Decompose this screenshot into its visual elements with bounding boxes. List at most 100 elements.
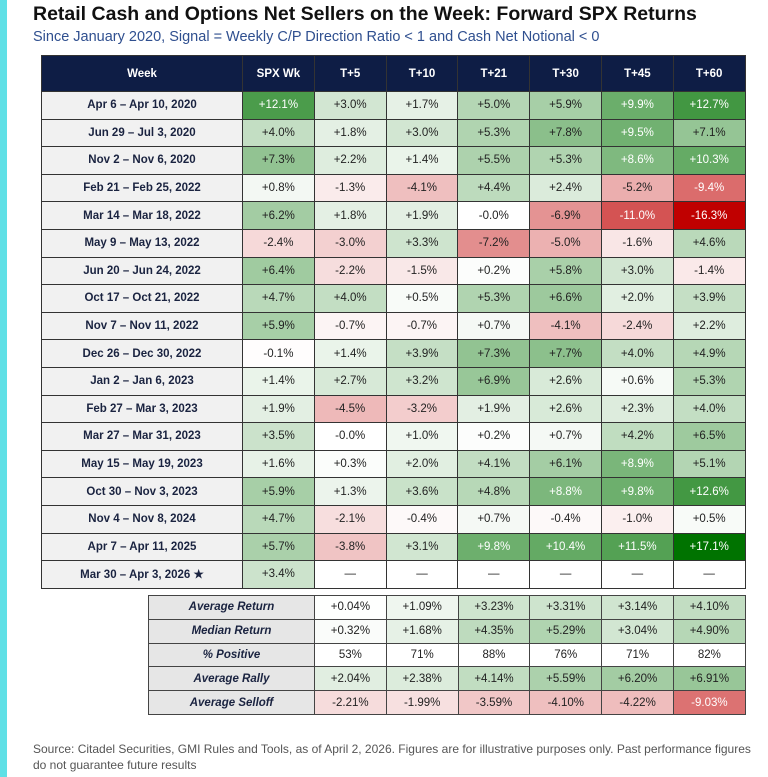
summary-label: Average Selloff <box>148 690 315 715</box>
return-cell: -4.1% <box>529 311 602 341</box>
summary-row: % Positive 53% 71% 88% 76% 71% 82% <box>148 642 746 668</box>
summary-cell: +3.23% <box>457 595 531 620</box>
return-cell: -0.0% <box>313 422 387 451</box>
return-cell: +3.0% <box>385 118 459 148</box>
return-cell: +12.7% <box>672 91 746 120</box>
week-cell: Nov 2 – Nov 6, 2020 <box>41 146 243 175</box>
summary-cell: 76% <box>529 642 603 668</box>
summary-label: Median Return <box>148 618 315 644</box>
return-cell: +0.2% <box>457 422 531 451</box>
return-cell: +9.8% <box>457 532 531 562</box>
return-cell: -4.5% <box>313 394 387 424</box>
return-cell: +0.2% <box>457 256 531 286</box>
return-cell: — <box>529 560 602 589</box>
return-cell: -5.0% <box>529 228 602 258</box>
return-cell: +12.1% <box>242 91 315 120</box>
return-cell: +5.3% <box>672 366 746 396</box>
return-cell: +1.9% <box>385 201 459 230</box>
return-cell: +1.4% <box>385 146 459 175</box>
return-cell: -0.4% <box>385 504 459 534</box>
return-cell: +5.7% <box>242 532 315 562</box>
return-cell: -0.1% <box>242 339 315 368</box>
return-cell: +0.7% <box>457 311 531 341</box>
return-cell: -3.8% <box>313 532 387 562</box>
table-row: Mar 14 – Mar 18, 2022 +6.2% +1.8% +1.9% -0.0… <box>41 201 746 230</box>
return-cell: -0.7% <box>313 311 387 341</box>
summary-cell: 71% <box>601 642 674 668</box>
return-cell: +2.6% <box>529 394 602 424</box>
week-cell: May 15 – May 19, 2023 <box>41 449 243 479</box>
summary-label: Average Return <box>148 595 315 620</box>
return-cell: +2.3% <box>600 394 674 424</box>
summary-cell: +3.14% <box>601 595 674 620</box>
return-cell: +2.2% <box>672 311 746 341</box>
column-header: T+21 <box>457 55 531 92</box>
table-row: May 15 – May 19, 2023 +1.6% +0.3% +2.0% +4.1… <box>41 449 746 479</box>
return-cell: +0.7% <box>457 504 531 534</box>
return-cell: +0.7% <box>529 422 602 451</box>
return-cell: +7.3% <box>242 146 315 175</box>
return-cell: +4.4% <box>457 173 531 203</box>
return-cell: +1.4% <box>313 339 387 368</box>
table-row: Apr 6 – Apr 10, 2020 +12.1% +3.0% +1.7% +5.0… <box>41 91 746 120</box>
week-cell: May 9 – May 13, 2022 <box>41 228 243 258</box>
week-cell: Nov 7 – Nov 11, 2022 <box>41 311 243 341</box>
return-cell: +1.9% <box>242 394 315 424</box>
returns-table: Week SPX Wk T+5 T+10 T+21 T+30 T+45 T+60 Apr 6 … <box>41 55 746 589</box>
return-cell: +1.3% <box>313 477 387 506</box>
week-cell: Feb 27 – Mar 3, 2023 <box>41 394 243 424</box>
return-cell: +1.9% <box>457 394 531 424</box>
return-cell: -4.1% <box>385 173 459 203</box>
return-cell: +4.0% <box>313 284 387 313</box>
week-cell: Mar 30 – Apr 3, 2026 ★ <box>41 560 243 589</box>
chart-subtitle: Since January 2020, Signal = Weekly C/P … <box>33 29 600 45</box>
return-cell: -9.4% <box>672 173 746 203</box>
week-cell: Nov 4 – Nov 8, 2024 <box>41 504 243 534</box>
return-cell: +8.8% <box>529 477 602 506</box>
return-cell: +12.6% <box>672 477 746 506</box>
week-cell: Apr 6 – Apr 10, 2020 <box>41 91 243 120</box>
return-cell: +4.0% <box>600 339 674 368</box>
return-cell: +0.3% <box>313 449 387 479</box>
return-cell: -3.0% <box>313 228 387 258</box>
column-header: T+5 <box>313 55 387 92</box>
return-cell: +6.2% <box>242 201 315 230</box>
return-cell: +10.3% <box>672 146 746 175</box>
summary-row: Average Rally +2.04% +2.38% +4.14% +5.59% +6.… <box>148 666 746 692</box>
return-cell: -1.4% <box>672 256 746 286</box>
return-cell: +11.5% <box>600 532 674 562</box>
return-cell: +3.5% <box>242 422 315 451</box>
summary-cell: +3.04% <box>601 618 674 644</box>
table-row: Jun 20 – Jun 24, 2022 +6.4% -2.2% -1.5% +0.2… <box>41 256 746 286</box>
return-cell: +2.4% <box>529 173 602 203</box>
return-cell: -2.1% <box>313 504 387 534</box>
return-cell: +4.0% <box>672 394 746 424</box>
return-cell: +1.7% <box>385 91 459 120</box>
return-cell: +0.6% <box>600 366 674 396</box>
return-cell: — <box>385 560 459 589</box>
column-header: Week <box>41 55 243 92</box>
summary-row: Average Selloff -2.21% -1.99% -3.59% -4.10% -… <box>148 690 746 715</box>
return-cell: +10.4% <box>529 532 602 562</box>
return-cell: +2.2% <box>313 146 387 175</box>
table-row: Mar 27 – Mar 31, 2023 +3.5% -0.0% +1.0% +0.2… <box>41 422 746 451</box>
summary-cell: -4.10% <box>529 690 603 715</box>
return-cell: +2.6% <box>529 366 602 396</box>
summary-row: Median Return +0.32% +1.68% +4.35% +5.29% +3.… <box>148 618 746 644</box>
return-cell: +7.1% <box>672 118 746 148</box>
summary-cell: +5.59% <box>529 666 603 692</box>
summary-cell: +1.09% <box>385 595 459 620</box>
return-cell: +0.8% <box>242 173 315 203</box>
summary-cell: +4.90% <box>672 618 746 644</box>
summary-cell: +0.04% <box>314 595 387 620</box>
return-cell: +4.6% <box>672 228 746 258</box>
return-cell: +4.7% <box>242 284 315 313</box>
summary-label: % Positive <box>148 642 315 668</box>
table-row: Mar 30 – Apr 3, 2026 ★ +3.4% — — — — — — <box>41 560 746 589</box>
return-cell: +4.0% <box>242 118 315 148</box>
column-header: SPX Wk <box>242 55 315 92</box>
table-row: Nov 7 – Nov 11, 2022 +5.9% -0.7% -0.7% +0.7%… <box>41 311 746 341</box>
summary-cell: +3.31% <box>529 595 603 620</box>
summary-cell: +1.68% <box>385 618 459 644</box>
return-cell: +2.0% <box>600 284 674 313</box>
